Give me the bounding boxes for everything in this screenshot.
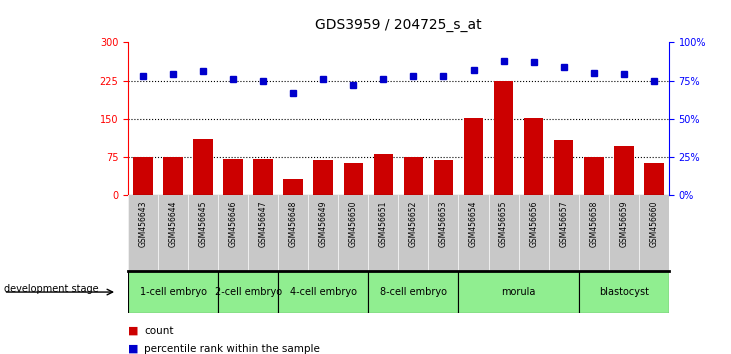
- Bar: [458, 271, 579, 313]
- Bar: [218, 271, 279, 313]
- Bar: [644, 163, 664, 195]
- Bar: [224, 159, 243, 195]
- Text: GSM456654: GSM456654: [469, 201, 478, 247]
- Text: GSM456653: GSM456653: [439, 201, 448, 247]
- Text: GSM456650: GSM456650: [349, 201, 357, 247]
- Bar: [463, 118, 483, 195]
- Bar: [494, 80, 513, 195]
- Bar: [163, 156, 183, 195]
- Bar: [524, 118, 543, 195]
- Text: GSM456658: GSM456658: [589, 201, 598, 247]
- Bar: [614, 147, 634, 195]
- Text: count: count: [144, 326, 173, 336]
- Text: GSM456657: GSM456657: [559, 201, 568, 247]
- Text: morula: morula: [501, 287, 536, 297]
- Bar: [254, 159, 273, 195]
- Bar: [554, 140, 573, 195]
- Text: GSM456660: GSM456660: [649, 201, 659, 247]
- Bar: [284, 179, 303, 195]
- Text: GSM456644: GSM456644: [169, 201, 178, 247]
- Text: GSM456656: GSM456656: [529, 201, 538, 247]
- Text: ■: ■: [128, 326, 138, 336]
- Text: GSM456651: GSM456651: [379, 201, 388, 247]
- Bar: [579, 271, 669, 313]
- Text: GSM456647: GSM456647: [259, 201, 268, 247]
- Bar: [128, 271, 218, 313]
- Text: GSM456648: GSM456648: [289, 201, 298, 247]
- Text: GSM456645: GSM456645: [199, 201, 208, 247]
- Text: ■: ■: [128, 344, 138, 354]
- Bar: [584, 156, 604, 195]
- Text: GSM456652: GSM456652: [409, 201, 418, 247]
- Bar: [344, 163, 363, 195]
- Bar: [374, 154, 393, 195]
- Text: GDS3959 / 204725_s_at: GDS3959 / 204725_s_at: [315, 18, 482, 32]
- Bar: [368, 271, 458, 313]
- Bar: [314, 160, 333, 195]
- Text: 8-cell embryo: 8-cell embryo: [380, 287, 447, 297]
- Text: GSM456646: GSM456646: [229, 201, 238, 247]
- Text: 1-cell embryo: 1-cell embryo: [140, 287, 206, 297]
- Text: GSM456649: GSM456649: [319, 201, 327, 247]
- Bar: [279, 271, 368, 313]
- Text: 4-cell embryo: 4-cell embryo: [289, 287, 357, 297]
- Text: 2-cell embryo: 2-cell embryo: [215, 287, 281, 297]
- Text: percentile rank within the sample: percentile rank within the sample: [144, 344, 320, 354]
- Text: development stage: development stage: [4, 284, 98, 293]
- Bar: [133, 156, 153, 195]
- Bar: [404, 156, 423, 195]
- Text: GSM456655: GSM456655: [499, 201, 508, 247]
- Text: GSM456659: GSM456659: [619, 201, 628, 247]
- Bar: [433, 160, 453, 195]
- Bar: [193, 139, 213, 195]
- Text: blastocyst: blastocyst: [599, 287, 649, 297]
- Text: GSM456643: GSM456643: [138, 201, 148, 247]
